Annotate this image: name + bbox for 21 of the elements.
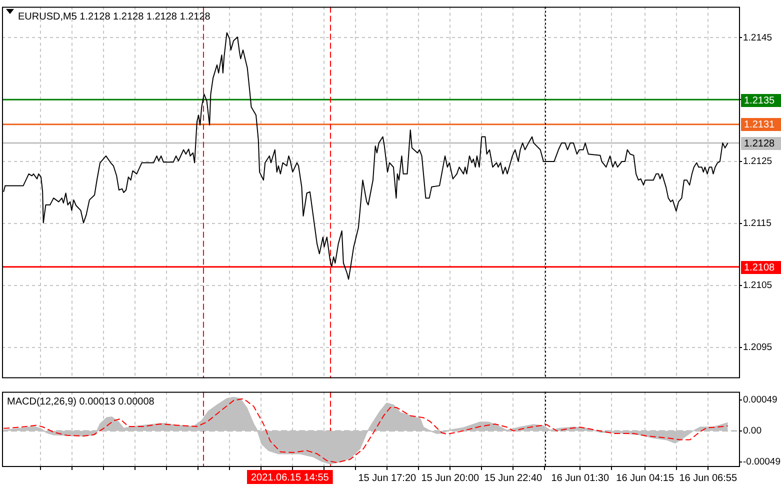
x-tick-label: 16 Jun 06:55 — [679, 472, 738, 484]
x-tick-label: 16 Jun 04:15 — [616, 472, 674, 484]
y-tick-label: 1.2115 — [743, 218, 772, 230]
text: EURUSD,M5 1.2128 1.2128 1.2128 1.2128 — [18, 11, 211, 22]
ref-line-label: 1.2135 — [744, 95, 776, 106]
y-tick-label: 1.2105 — [743, 280, 772, 292]
x-tick-label: 15 Jun 22:40 — [484, 472, 543, 484]
ref-line-label: 1.2128 — [744, 138, 776, 150]
x-tick-label: 15 Jun 17:20 — [358, 472, 416, 484]
y-tick-label: 0.00 — [743, 426, 762, 437]
text: MACD(12,26,9) 0.00013 0.00008 — [7, 396, 155, 408]
y-tick-label: -0.00049 — [743, 456, 781, 468]
y-tick-label: 1.2125 — [743, 156, 772, 168]
x-tick-label: 15 Jun 20:00 — [421, 472, 480, 484]
y-tick-label: 0.00049 — [743, 394, 778, 406]
x-tick-label: 16 Jun 01:30 — [551, 472, 610, 484]
ref-line-label: 2021.06.15 14:55 — [251, 472, 330, 484]
y-tick-label: 1.2095 — [743, 342, 772, 353]
ref-line-label: 1.2108 — [744, 262, 776, 274]
y-tick-label: 1.2145 — [743, 32, 772, 44]
ref-line-label: 1.2131 — [744, 119, 776, 130]
